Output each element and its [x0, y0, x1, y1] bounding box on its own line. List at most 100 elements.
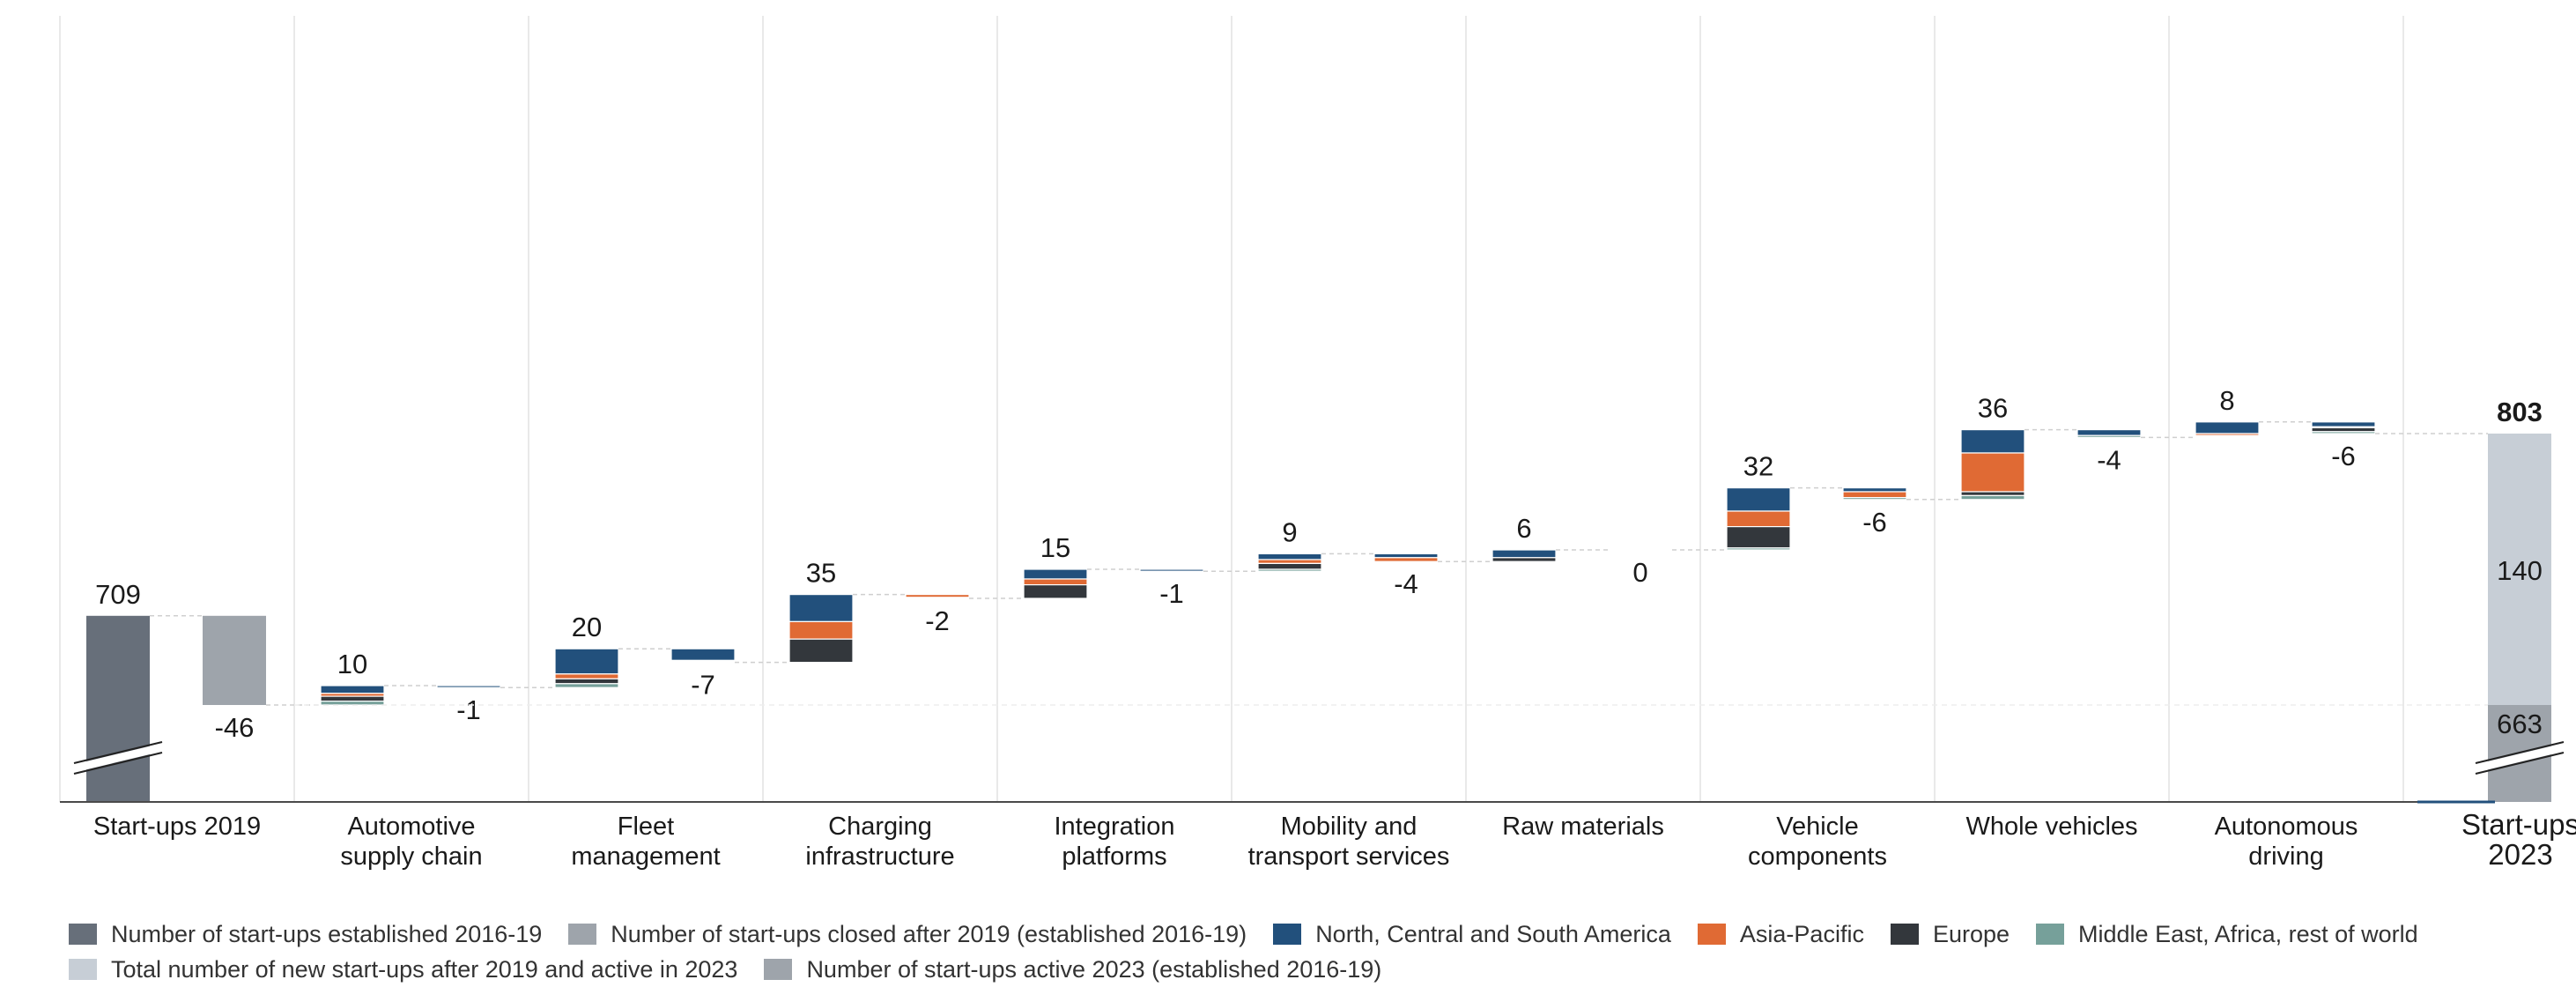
legend-label: Middle East, Africa, rest of world [2078, 920, 2418, 947]
bar-start-closed [203, 615, 266, 705]
legend-item: Total number of new start-ups after 2019… [69, 956, 737, 983]
axis-break-mark [2475, 752, 2565, 775]
data-label-start-established: 709 [95, 579, 141, 610]
data-label-new: 36 [1978, 393, 2008, 424]
bar-segment-americas [1726, 486, 1791, 512]
bar-segment-europe [1257, 562, 1322, 570]
category-label: Start-ups [2461, 808, 2576, 841]
bar-segment-americas [788, 593, 854, 622]
data-label-end-new-active: 140 [2497, 555, 2543, 586]
category-label: Mobility and [1281, 813, 1418, 841]
bar-segment-asia-pacific [1257, 559, 1322, 565]
bar-end-new-total [2488, 434, 2551, 705]
bar-segment-asia-pacific [788, 620, 854, 640]
legend-item: Europe [1890, 920, 2010, 948]
bar-segment-asia-pacific [1023, 578, 1088, 586]
legend-item: North, Central and South America [1273, 921, 1671, 948]
legend-item: Number of start-ups active 2023 (establi… [764, 956, 1381, 983]
category-label: Integration [1054, 813, 1174, 841]
legend-swatch-established [69, 924, 97, 945]
category-label: Fleet [618, 813, 674, 841]
bar-segment-mea [554, 683, 619, 688]
bar-start-established [86, 615, 150, 802]
legend-item: Middle East, Africa, rest of world [2036, 921, 2418, 948]
bar-segment-europe [1492, 557, 1557, 562]
bar-segment-mea [670, 660, 736, 664]
legend-swatch-asia-pacific [1697, 924, 1726, 945]
category-label: driving [2248, 842, 2323, 871]
legend-swatch-europe [1890, 924, 1919, 945]
category-label: platforms [1062, 842, 1166, 871]
axis-break-gap [72, 743, 164, 773]
data-label-closed: -6 [1862, 507, 1887, 538]
category-label: components [1748, 842, 1887, 871]
bar-segment-americas [1257, 553, 1322, 560]
legend-row-2: Total number of new start-ups after 2019… [69, 952, 2518, 987]
legend-row-1: Number of start-ups established 2016-19 … [69, 916, 2518, 952]
bar-segment-mea [2195, 435, 2260, 438]
bar-segment-asia-pacific [1842, 491, 1907, 499]
category-label: transport services [1248, 842, 1450, 871]
category-label: Charging [828, 813, 932, 841]
category-label: 2023 [2488, 838, 2552, 871]
axis-break-mark [73, 752, 163, 775]
bar-segment-mea [905, 597, 970, 599]
category-label: infrastructure [805, 842, 954, 871]
legend-label: Number of start-ups closed after 2019 (e… [611, 920, 1247, 947]
bar-segment-europe [320, 695, 385, 702]
axis-break-mark [73, 741, 163, 764]
axis-break-gap [2474, 743, 2565, 773]
legend-swatch-mea [2036, 924, 2065, 945]
category-label: Whole vehicles [1965, 813, 2137, 841]
legend-item: Asia-Pacific [1697, 920, 1864, 948]
data-label-closed: -6 [2331, 441, 2356, 471]
bar-segment-europe [1023, 583, 1088, 599]
category-label: Raw materials [1502, 813, 1664, 841]
legend-label: Total number of new start-ups after 2019… [111, 955, 738, 983]
bar-segment-mea [1726, 547, 1791, 551]
legend-item: Number of start-ups closed after 2019 (e… [568, 921, 1247, 948]
bar-segment-americas [2311, 421, 2376, 427]
data-label-closed: 0 [1632, 557, 1647, 588]
bar-segment-americas [670, 648, 736, 662]
bar-segment-americas [1373, 553, 1439, 559]
bar-segment-mea [1257, 568, 1322, 572]
legend-label: Asia-Pacific [1739, 920, 1864, 947]
legend-swatch-closed [568, 924, 597, 945]
legend-label: Number of start-ups active 2023 (establi… [806, 955, 1382, 983]
legend-label: North, Central and South America [1315, 920, 1671, 947]
bar-segment-europe [2311, 427, 2376, 433]
data-label-start-closed: -46 [215, 712, 255, 743]
category-label: supply chain [340, 842, 482, 871]
data-label-closed: -1 [456, 694, 481, 725]
legend-label: Europe [1932, 920, 2010, 947]
bar-segment-americas [320, 685, 385, 694]
legend-swatch-americas [1273, 924, 1302, 945]
bar-segment-europe [1726, 525, 1791, 549]
bar-segment-americas [1960, 429, 2025, 454]
data-label-new: 15 [1040, 532, 1070, 563]
data-label-new: 35 [806, 558, 836, 589]
data-label-closed: -4 [2097, 444, 2121, 475]
bar-segment-mea [1842, 496, 1907, 501]
bar-segment-americas [436, 685, 501, 688]
legend-swatch-new-total [69, 959, 97, 980]
data-label-new: 9 [1282, 516, 1297, 547]
bar-segment-americas [2076, 429, 2142, 436]
data-label-new: 20 [572, 612, 602, 642]
data-label-closed: -4 [1394, 568, 1418, 599]
chart-legend: Number of start-ups established 2016-19 … [69, 916, 2518, 987]
category-label: Autonomous [2215, 813, 2358, 841]
data-label-end-total: 803 [2497, 397, 2543, 427]
bar-segment-asia-pacific [1726, 510, 1791, 528]
data-label-end-old-active: 663 [2497, 709, 2543, 739]
category-label: management [571, 842, 720, 871]
bar-segment-americas [1139, 568, 1204, 572]
bar-segment-americas [554, 648, 619, 675]
category-label: Automotive [347, 813, 475, 841]
bar-segment-europe [1960, 491, 2025, 497]
bar-segment-americas [1492, 549, 1557, 559]
legend-swatch-old-active [764, 959, 793, 980]
bar-segment-americas [1842, 486, 1907, 493]
